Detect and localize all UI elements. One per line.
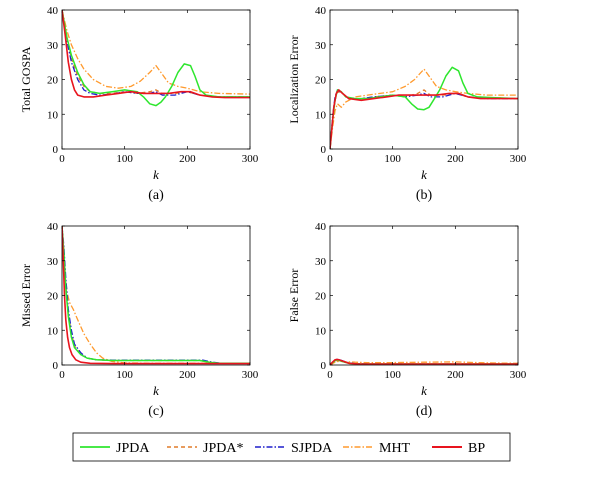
- x-tick-label: 100: [384, 153, 401, 165]
- panel-b: 0 100 200 300 0 10 20 30 40 k Localization Error (b…: [287, 5, 527, 203]
- legend-label-jpda: JPDA: [116, 441, 150, 456]
- series-group: [62, 226, 250, 365]
- x-axis-label: k: [153, 383, 159, 398]
- y-tick-label: 0: [53, 360, 59, 372]
- y-tick-label: 0: [321, 144, 327, 156]
- y-tick-label: 10: [315, 109, 327, 121]
- y-tick-label: 10: [47, 109, 59, 121]
- y-tick-label: 20: [47, 291, 59, 303]
- series-group: [330, 358, 518, 365]
- x-tick-label: 200: [447, 369, 464, 381]
- series-line-jpda-star: [62, 226, 250, 364]
- series-line-bp: [330, 358, 518, 365]
- y-tick-label: 30: [315, 256, 327, 268]
- panel-caption: (a): [148, 188, 164, 203]
- legend-label-jpda-star: JPDA*: [203, 441, 243, 456]
- y-tick-label: 30: [315, 40, 327, 52]
- series-line-sjpda: [62, 226, 250, 364]
- series-line-mht: [330, 360, 518, 365]
- x-tick-label: 300: [510, 153, 527, 165]
- series-line-sjpda: [62, 10, 250, 98]
- y-tick-label: 0: [321, 360, 327, 372]
- panel-caption: (d): [416, 404, 433, 419]
- x-tick-label: 100: [116, 153, 133, 165]
- y-tick-label: 30: [47, 256, 59, 268]
- x-axis-label: k: [421, 167, 427, 182]
- x-tick-label: 0: [59, 153, 65, 165]
- series-line-mht: [330, 68, 518, 149]
- y-tick-label: 10: [315, 325, 327, 337]
- series-line-jpda-star: [62, 10, 250, 98]
- series-line-bp: [62, 226, 250, 365]
- y-axis-label: Missed Error: [19, 264, 33, 327]
- axes-frame: [61, 9, 251, 150]
- y-tick-label: 0: [53, 144, 59, 156]
- panel-caption: (b): [416, 188, 433, 203]
- series-group: [62, 10, 250, 107]
- series-line-bp: [62, 10, 250, 99]
- series-line-mht: [62, 226, 250, 364]
- x-tick-label: 0: [327, 369, 333, 381]
- y-tick-label: 30: [47, 40, 59, 52]
- y-tick-label: 40: [47, 221, 59, 233]
- x-axis-label: k: [421, 383, 427, 398]
- x-axis-label: k: [153, 167, 159, 182]
- x-tick-label: 100: [384, 369, 401, 381]
- series-line-bp: [330, 89, 518, 149]
- legend-label-sjpda: SJPDA: [291, 441, 333, 456]
- legend-label-bp: BP: [468, 441, 485, 456]
- y-tick-label: 20: [315, 291, 327, 303]
- panel-c: 0 100 200 300 0 10 20 30 40 k Missed Error (c): [19, 221, 259, 419]
- panel-a: 0 100 200 300 0 10 20 30 40 k Total GOSPA (a): [19, 5, 259, 203]
- x-tick-label: 300: [242, 369, 259, 381]
- legend: JPDA JPDA* SJPDA MHT BP: [72, 432, 511, 462]
- y-tick-label: 20: [47, 75, 59, 87]
- y-tick-label: 20: [315, 75, 327, 87]
- panel-d: 0 100 200 300 0 10 20 30 40 k False Error (d): [287, 221, 527, 419]
- series-line-jpda: [62, 10, 250, 107]
- x-tick-label: 200: [179, 153, 196, 165]
- x-tick-label: 300: [510, 369, 527, 381]
- series-line-mht: [62, 10, 250, 95]
- x-tick-label: 300: [242, 153, 259, 165]
- x-tick-label: 100: [116, 369, 133, 381]
- y-axis-label: False Error: [287, 269, 301, 323]
- y-tick-label: 40: [315, 5, 327, 17]
- y-tick-label: 40: [47, 5, 59, 17]
- x-tick-label: 200: [179, 369, 196, 381]
- x-tick-label: 0: [59, 369, 65, 381]
- axes-frame: [329, 9, 519, 150]
- y-axis-label: Localization Error: [287, 35, 301, 123]
- axes-frame: [329, 225, 519, 366]
- x-tick-label: 200: [447, 153, 464, 165]
- series-line-jpda: [330, 66, 518, 149]
- legend-label-mht: MHT: [379, 441, 411, 456]
- y-axis-label: Total GOSPA: [19, 46, 33, 112]
- panel-caption: (c): [148, 404, 164, 419]
- y-tick-label: 40: [315, 221, 327, 233]
- series-line-jpda: [62, 226, 250, 365]
- series-group: [330, 66, 518, 149]
- y-tick-label: 10: [47, 325, 59, 337]
- x-tick-label: 0: [327, 153, 333, 165]
